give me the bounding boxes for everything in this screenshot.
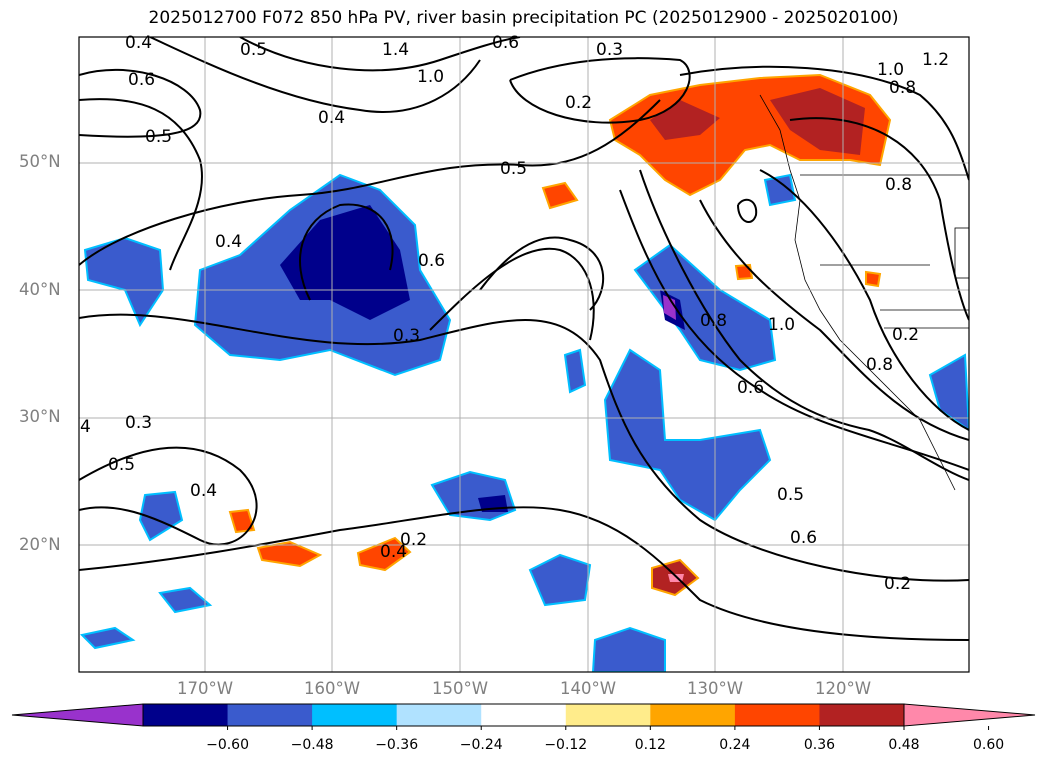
contour-label: 0.2 (565, 93, 592, 113)
colorbar-extend-low (11, 703, 144, 727)
lat-label: 20°N (19, 535, 61, 554)
contour-label: 0.8 (885, 175, 912, 195)
contour-label: 0.6 (418, 251, 445, 271)
pv-contours (79, 37, 969, 641)
colorbar-swatch (481, 704, 567, 726)
contour-label: 0.2 (884, 574, 911, 594)
contour-label: 0.3 (393, 326, 420, 346)
contour-label: 0.6 (492, 33, 519, 53)
lat-label: 50°N (19, 152, 61, 171)
contour-label: 0.4 (380, 542, 407, 562)
colorbar-tick: 0.48 (888, 737, 920, 753)
contour-label: 1.2 (922, 50, 949, 70)
contour-label: 0.8 (700, 311, 727, 331)
negative-precip-area (158, 586, 213, 614)
contour-label: 0.8 (889, 78, 916, 98)
contour-label: 0.4 (190, 481, 217, 501)
contour-label: 0.2 (400, 530, 427, 550)
colorbar-tick: 0.12 (634, 737, 666, 753)
map-panel: 0.4 0.5 1.4 1.0 0.6 0.3 1.2 1.0 0.8 0.6 … (78, 33, 970, 673)
colorbar-swatch (143, 704, 229, 726)
colorbar-frame (142, 703, 905, 727)
map-frame (78, 36, 970, 673)
colorbar-tick: −0.48 (290, 737, 334, 753)
contour-label: 0.3 (125, 413, 152, 433)
map-title: 2025012700 F072 850 hPa PV, river basin … (148, 8, 899, 28)
colorbar-swatch (227, 704, 313, 726)
contour-label: 4 (80, 417, 91, 437)
colorbar-tick: −0.24 (459, 737, 503, 753)
coastlines (759, 94, 969, 491)
negative-precip-area (603, 348, 772, 522)
colorbar-tick: 0.60 (972, 737, 1005, 753)
lon-label: 140°W (559, 679, 617, 698)
colorbar-swatch (565, 704, 651, 726)
negative-precip-area (591, 626, 666, 672)
contour-labels: 0.4 0.5 1.4 1.0 0.6 0.3 1.2 1.0 0.8 0.6 … (80, 33, 949, 594)
lon-label: 160°W (303, 679, 361, 698)
colorbar-swatch (650, 704, 736, 726)
positive-precip-area (541, 181, 579, 210)
colorbar-extend-high (903, 703, 1036, 727)
positive-precip-area (356, 536, 412, 572)
contour-label: 1.0 (417, 67, 444, 87)
contour-label: 1.0 (768, 315, 795, 335)
contour-label: 1.0 (877, 60, 904, 80)
colorbar-swatches (11, 703, 1036, 730)
graticule (79, 37, 969, 672)
colorbar-tick: 0.36 (803, 737, 836, 753)
lat-label: 40°N (19, 280, 61, 299)
colorbar-swatch (396, 704, 482, 726)
contour-label: 0.6 (737, 378, 764, 398)
colorbar-swatch (734, 704, 820, 726)
contour-label: 0.5 (777, 485, 804, 505)
positive-precip-area (865, 270, 882, 288)
colorbar-tick: −0.36 (375, 737, 419, 753)
contour-label: 0.6 (790, 528, 817, 548)
contour-label: 0.6 (128, 70, 155, 90)
lon-label: 130°W (686, 679, 744, 698)
negative-precip-area (563, 348, 587, 394)
lat-label: 30°N (19, 407, 61, 426)
colorbar-tick: −0.60 (206, 737, 249, 753)
lon-label: 170°W (176, 679, 234, 698)
negative-precip-area (138, 490, 184, 542)
contour-label: 0.4 (318, 108, 345, 128)
colorbar-tick: 0.24 (719, 737, 751, 753)
colorbar-tick: −0.12 (544, 737, 588, 753)
contour-label: 0.5 (500, 159, 527, 179)
contour-label: 0.4 (125, 33, 152, 53)
contour-label: 0.5 (108, 455, 135, 475)
negative-precip-area (763, 173, 797, 207)
lon-label: 150°W (431, 679, 489, 698)
negative-precip-core (663, 295, 676, 320)
negative-precip-area (928, 353, 969, 432)
contour-label: 0.3 (596, 40, 623, 60)
contour-label: 1.4 (382, 40, 409, 60)
contour-label: 0.4 (215, 232, 242, 252)
positive-precip-core (770, 88, 865, 155)
lon-label: 120°W (814, 679, 872, 698)
contour-label: 0.8 (866, 355, 893, 375)
colorbar-swatch (819, 704, 905, 726)
negative-precip-core (280, 205, 410, 320)
negative-precip-area (79, 626, 136, 650)
colorbar-swatch (312, 704, 398, 726)
contour-label: 0.2 (892, 325, 919, 345)
contour-label: 0.5 (145, 127, 172, 147)
contour-label: 0.5 (240, 40, 267, 60)
negative-precip-area (83, 236, 165, 328)
positive-precip-area (228, 508, 256, 534)
positive-precip-area (256, 540, 323, 568)
